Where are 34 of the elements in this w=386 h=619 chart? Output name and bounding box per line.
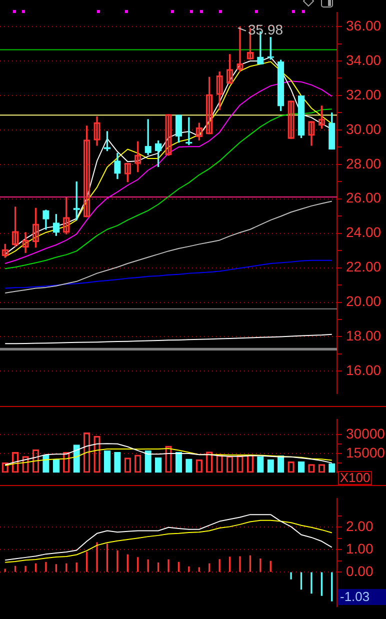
y-tick-label: 28.00 [346, 155, 382, 172]
candlestick [288, 100, 294, 139]
bar [298, 461, 305, 473]
y-tick-label: 30000 [346, 425, 386, 442]
y-tick-label: 20.00 [346, 293, 382, 310]
bar [154, 458, 162, 473]
bar [42, 454, 50, 473]
y-tick-label: 36.00 [346, 17, 382, 34]
y-tick-label: 18.00 [346, 328, 382, 344]
bar [267, 459, 274, 473]
y-tick-label: 0.00 [346, 562, 374, 579]
y-tick-label: 34.00 [346, 52, 382, 68]
y-tick-label: 30.00 [346, 120, 382, 137]
y-tick-label: 1.00 [346, 540, 374, 556]
text: X100 [338, 470, 372, 485]
bar [52, 459, 60, 473]
y-tick-label: 26.00 [346, 190, 382, 206]
bar [73, 444, 80, 473]
bar [186, 458, 192, 473]
y-tick-label: 15000 [346, 444, 386, 460]
bar [175, 452, 182, 473]
candlestick [144, 119, 152, 156]
bar [144, 450, 152, 473]
y-tick-label: 2.00 [346, 518, 374, 534]
y-tick-label: 16.00 [346, 362, 382, 378]
bar [104, 450, 111, 473]
text: -1.03 [338, 589, 386, 605]
y-tick-label: 24.00 [346, 224, 382, 240]
bar [257, 456, 264, 473]
bar [278, 455, 284, 473]
y-tick-label: 32.00 [346, 86, 382, 102]
annotation: 35.98 [248, 22, 284, 38]
bar [114, 452, 121, 473]
y-tick-label: 22.00 [346, 258, 382, 275]
